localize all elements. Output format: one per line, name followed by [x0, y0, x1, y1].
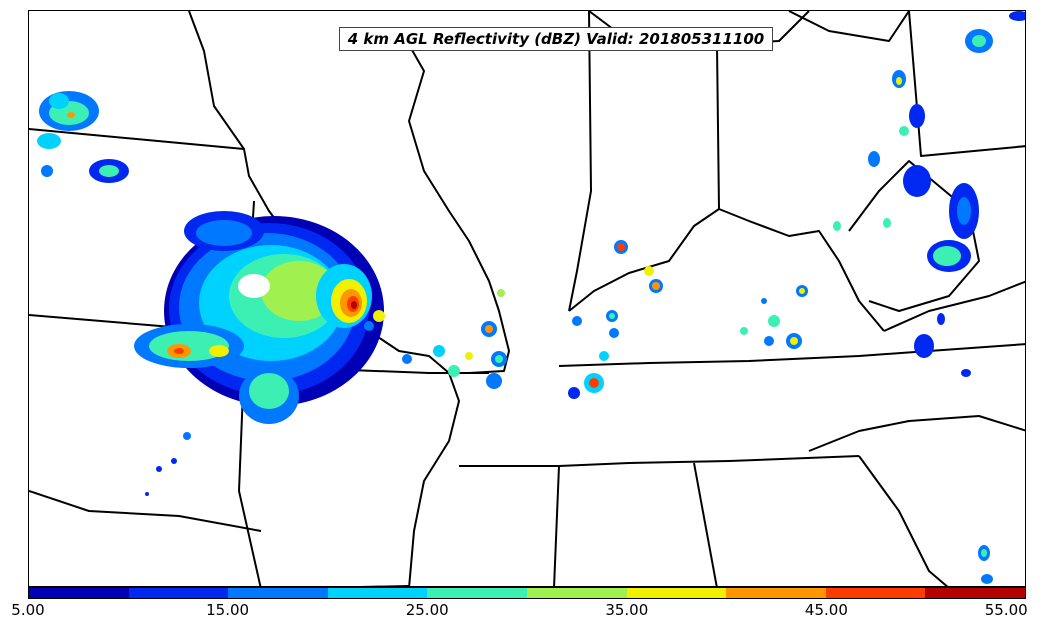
map-title: 4 km AGL Reflectivity (dBZ) Valid: 20180… [339, 27, 773, 51]
colorbar-segment [925, 588, 1025, 598]
echoes-northwest [37, 91, 129, 183]
colorbar-segment [128, 588, 229, 598]
colorbar-tick: 25.00 [405, 601, 449, 619]
colorbar-segment [29, 588, 129, 598]
boundary-alabama-mississippi [553, 465, 560, 586]
colorbar-segment [228, 588, 328, 598]
boundary-tennessee-north [558, 343, 1025, 367]
boundary-tennessee-south [459, 455, 860, 467]
colorbar-tick: 5.00 [11, 601, 45, 619]
colorbar-tick: 45.00 [804, 601, 848, 619]
map-panel: 4 km AGL Reflectivity (dBZ) Valid: 20180… [28, 10, 1026, 587]
boundary-indiana-ohio [716, 45, 720, 210]
echoes-southwest [145, 432, 191, 496]
boundary-iowa-missouri [29, 128, 245, 150]
colorbar-segment [427, 588, 527, 598]
echoes-east [833, 11, 1025, 584]
colorbar-segment [526, 588, 627, 598]
scattered-cells-kentucky [572, 240, 808, 361]
colorbar-tick: 55.00 [984, 601, 1028, 619]
colorbar-tick: 15.00 [206, 601, 250, 619]
boundary-lake-erie [788, 11, 910, 42]
boundary-alabama-georgia [693, 462, 718, 586]
colorbar-segment [825, 588, 926, 598]
boundary-illinois-east [403, 35, 510, 374]
colorbar-segment [626, 588, 727, 598]
boundary-illinois-indiana [568, 11, 592, 312]
boundary-oklahoma-texas [29, 490, 262, 532]
boundary-virginia-north-carolina [883, 280, 1025, 332]
colorbar [28, 587, 1026, 599]
boundary-ohio-river [568, 208, 885, 332]
reflectivity-map [29, 11, 1025, 586]
scattered-cells-central [364, 289, 604, 399]
boundary-north-carolina-south-carolina [808, 415, 1025, 452]
boundary-georgia-south-carolina [858, 455, 949, 586]
colorbar-tick: 35.00 [605, 601, 649, 619]
storm-complex-kansas-missouri [134, 211, 384, 424]
colorbar-segment [726, 588, 826, 598]
boundary-ohio-pennsylvania [908, 11, 1025, 157]
reflectivity-echoes [37, 11, 1025, 584]
colorbar-segment [327, 588, 428, 598]
